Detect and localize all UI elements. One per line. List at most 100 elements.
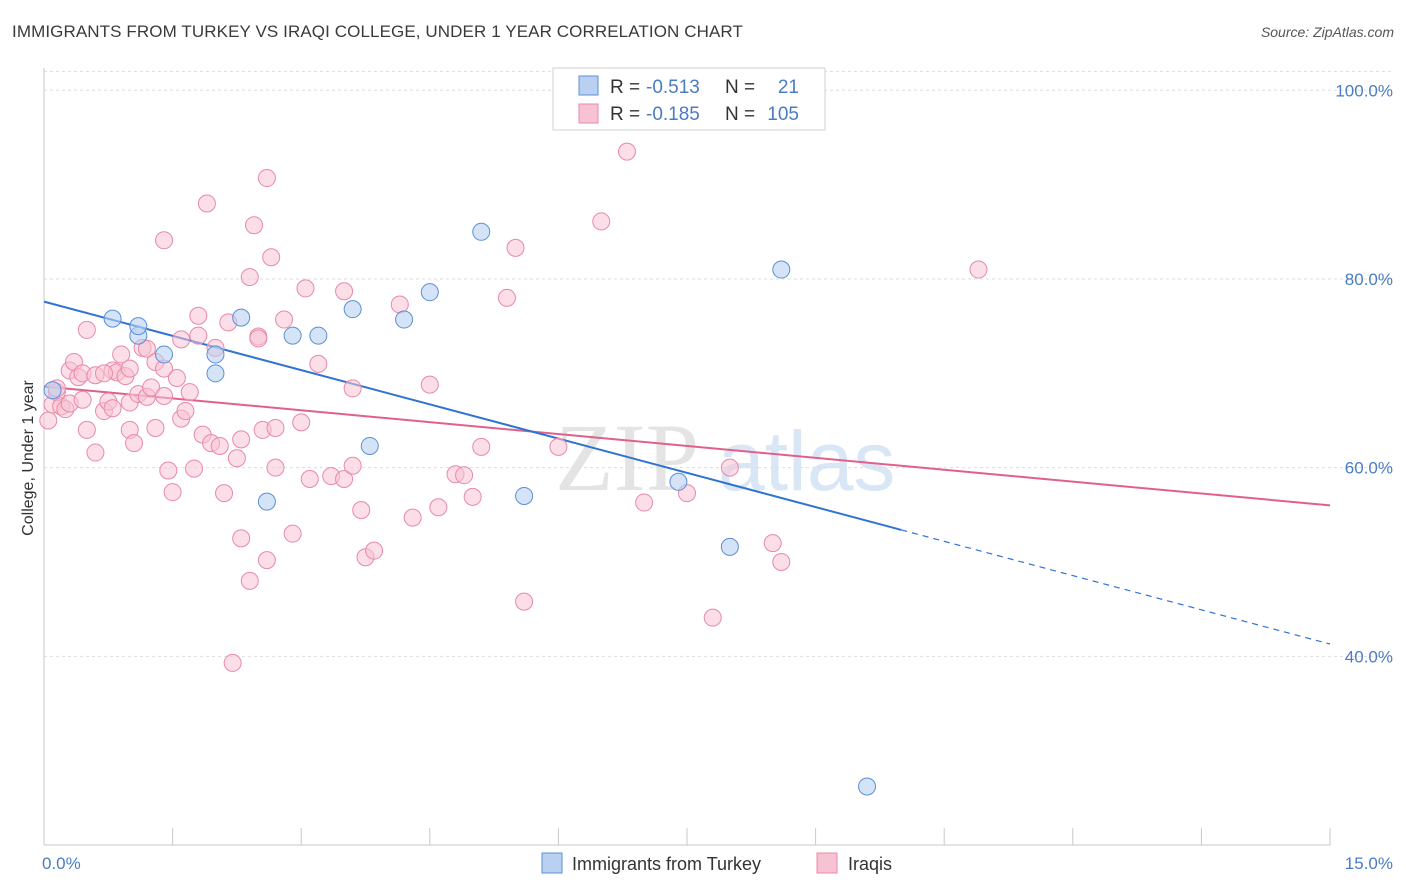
iraqis-point-87 (497, 288, 516, 307)
x-tick-label-min: 0.0% (42, 854, 81, 873)
turkey-point-5 (206, 345, 225, 364)
iraqis-point-43 (189, 306, 208, 325)
bottom-legend-label-iraqis: Iraqis (848, 854, 892, 874)
iraqis-point-99 (969, 260, 988, 279)
turkey-point-7 (283, 326, 302, 345)
legend-r-label-turkey: R = (610, 77, 640, 98)
iraqis-point-75 (343, 456, 362, 475)
turkey-point-19 (206, 364, 225, 383)
turkey-point-20 (858, 777, 877, 796)
legend-r-value-iraqis: -0.185 (646, 104, 700, 125)
iraqis-point-40 (180, 383, 199, 402)
iraqis-point-98 (772, 552, 791, 571)
iraqis-point-80 (403, 508, 422, 527)
iraqis-point-92 (617, 142, 636, 161)
iraqis-point-74 (343, 379, 362, 398)
iraqis-points (39, 142, 988, 672)
x-tick-label-max: 15.0% (1345, 854, 1393, 873)
series-legend: Immigrants from Turkey Iraqis (541, 852, 892, 874)
iraqis-point-52 (232, 529, 251, 548)
iraqis-point-49 (215, 484, 234, 503)
iraqis-point-36 (163, 483, 182, 502)
iraqis-point-70 (309, 354, 328, 373)
legend-n-value-iraqis: 105 (767, 104, 799, 125)
iraqis-point-39 (172, 330, 191, 349)
iraqis-point-17 (103, 399, 122, 418)
iraqis-point-68 (296, 279, 315, 298)
source-credit: Source: ZipAtlas.com (1260, 24, 1394, 40)
y-axis-label: College, Under 1 year (20, 380, 37, 536)
iraqis-point-58 (249, 329, 268, 348)
turkey-point-1 (103, 309, 122, 328)
legend-r-value-turkey: -0.513 (646, 77, 700, 98)
turkey-point-10 (360, 436, 379, 455)
iraqis-point-103 (227, 449, 246, 468)
chart-title: IMMIGRANTS FROM TURKEY VS IRAQI COLLEGE,… (12, 22, 743, 41)
iraqis-point-27 (137, 339, 156, 358)
legend-swatch-iraqis (578, 103, 599, 124)
iraqis-point-54 (240, 268, 259, 287)
iraqis-point-45 (197, 194, 216, 213)
iraqis-point-64 (266, 419, 285, 438)
iraqis-point-85 (463, 487, 482, 506)
trend-line-iraqis (43, 385, 1331, 507)
iraqis-point-29 (142, 378, 161, 397)
iraqis-point-82 (429, 498, 448, 517)
iraqis-point-76 (352, 501, 371, 520)
iraqis-point-42 (189, 326, 208, 345)
iraqis-point-61 (257, 551, 276, 570)
y-tick-label-100: 100.0% (1335, 81, 1393, 100)
bottom-legend-swatch-turkey (541, 852, 563, 874)
turkey-point-9 (343, 300, 362, 319)
iraqis-point-35 (159, 461, 178, 480)
turkey-point-3 (129, 317, 148, 336)
iraqis-point-56 (245, 216, 264, 235)
trend-lines (43, 300, 1331, 645)
iraqis-point-66 (283, 524, 302, 543)
iraqis-point-13 (86, 443, 105, 462)
gridlines (44, 70, 1393, 657)
turkey-points (43, 222, 877, 796)
iraqis-point-69 (300, 469, 319, 488)
iraqis-point-89 (515, 592, 534, 611)
iraqis-point-101 (73, 390, 92, 409)
turkey-point-8 (309, 326, 328, 345)
iraqis-point-88 (506, 238, 525, 257)
iraqis-point-10 (77, 320, 96, 339)
turkey-point-15 (669, 472, 688, 491)
iraqis-point-0 (39, 411, 58, 430)
iraqis-point-86 (472, 437, 491, 456)
iraqis-point-93 (635, 493, 654, 512)
turkey-point-13 (472, 222, 491, 241)
x-ticks (43, 828, 1331, 845)
iraqis-point-51 (223, 653, 242, 672)
iraqis-point-81 (420, 375, 439, 394)
iraqis-point-63 (266, 458, 285, 477)
iraqis-point-11 (77, 420, 96, 439)
legend-r-label-iraqis: R = (610, 104, 640, 125)
iraqis-point-78 (365, 541, 384, 560)
iraqis-point-84 (455, 466, 474, 485)
iraqis-point-48 (210, 436, 229, 455)
bottom-legend-swatch-iraqis (816, 852, 838, 874)
iraqis-point-21 (120, 359, 139, 378)
turkey-point-16 (720, 537, 739, 556)
trend-line-turkey-extension (901, 529, 1331, 645)
iraqis-point-72 (335, 282, 354, 301)
watermark-atlas: atlas (718, 414, 895, 508)
turkey-point-18 (257, 492, 276, 511)
iraqis-point-97 (763, 534, 782, 553)
iraqis-point-90 (549, 437, 568, 456)
legend-n-label-iraqis: N = (725, 104, 755, 125)
iraqis-point-60 (257, 169, 276, 188)
iraqis-point-24 (125, 434, 144, 453)
legend-n-value-turkey: 21 (778, 77, 799, 98)
y-tick-label-80: 80.0% (1345, 270, 1393, 289)
iraqis-point-96 (720, 458, 739, 477)
iraqis-point-73 (335, 469, 354, 488)
iraqis-point-37 (167, 369, 186, 388)
turkey-point-11 (395, 310, 414, 329)
watermark: ZIP atlas (555, 404, 895, 511)
legend-swatch-turkey (578, 75, 599, 96)
iraqis-point-104 (95, 364, 114, 383)
